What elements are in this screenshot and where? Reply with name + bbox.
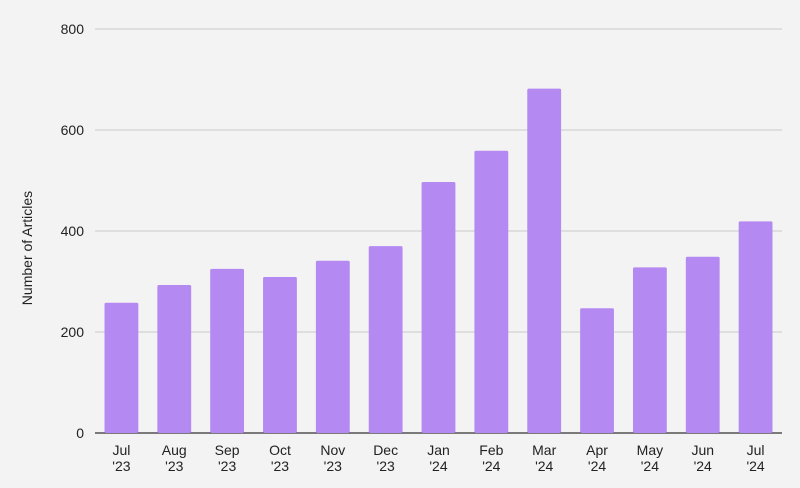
x-tick-label: '24	[694, 458, 712, 474]
y-tick-label: 800	[61, 21, 85, 37]
y-axis-title: Number of Articles	[19, 191, 35, 305]
x-tick-label: Aug	[162, 442, 187, 458]
x-tick-label: Sep	[215, 442, 240, 458]
x-tick-label: '24	[641, 458, 659, 474]
x-tick-label: Nov	[320, 442, 345, 458]
bar-9	[580, 308, 614, 433]
x-tick-label: '24	[535, 458, 553, 474]
bar-6	[421, 182, 456, 433]
x-tick-label: Feb	[479, 442, 503, 458]
x-tick-label: '23	[112, 458, 130, 474]
bar-10	[632, 267, 667, 433]
x-tick-label: Jun	[691, 442, 714, 458]
y-axis-ticks: 0 200 400 600 800	[61, 21, 85, 441]
bars	[104, 88, 773, 433]
x-tick-label: '23	[218, 458, 236, 474]
x-tick-label: Apr	[586, 442, 608, 458]
x-tick-label: Oct	[269, 442, 291, 458]
x-tick-label: Dec	[373, 442, 398, 458]
bar-8	[527, 88, 562, 433]
x-tick-label: Jul	[747, 442, 765, 458]
y-tick-label: 600	[61, 122, 85, 138]
bar-2	[210, 268, 245, 433]
x-tick-label: May	[637, 442, 663, 458]
x-tick-label: Mar	[532, 442, 556, 458]
x-tick-label: '23	[324, 458, 342, 474]
bar-11	[685, 256, 720, 433]
bar-7	[474, 150, 509, 433]
x-tick-label: '23	[165, 458, 183, 474]
x-tick-label: Jul	[112, 442, 130, 458]
bar-5	[368, 246, 403, 433]
bar-3	[263, 276, 297, 433]
bar-0	[104, 302, 139, 433]
x-tick-label: '24	[482, 458, 500, 474]
x-tick-label: '23	[377, 458, 395, 474]
x-axis-ticks: Jul'23Aug'23Sep'23Oct'23Nov'23Dec'23Jan'…	[112, 442, 765, 474]
bar-1	[157, 285, 192, 433]
y-tick-label: 400	[61, 223, 85, 239]
x-tick-label: Jan	[427, 442, 450, 458]
x-tick-label: '24	[746, 458, 764, 474]
y-tick-label: 200	[61, 324, 85, 340]
y-tick-label: 0	[76, 425, 84, 441]
bar-12	[738, 221, 773, 433]
x-tick-label: '23	[271, 458, 289, 474]
x-tick-label: '24	[588, 458, 606, 474]
bar-4	[315, 260, 350, 433]
x-tick-label: '24	[429, 458, 447, 474]
